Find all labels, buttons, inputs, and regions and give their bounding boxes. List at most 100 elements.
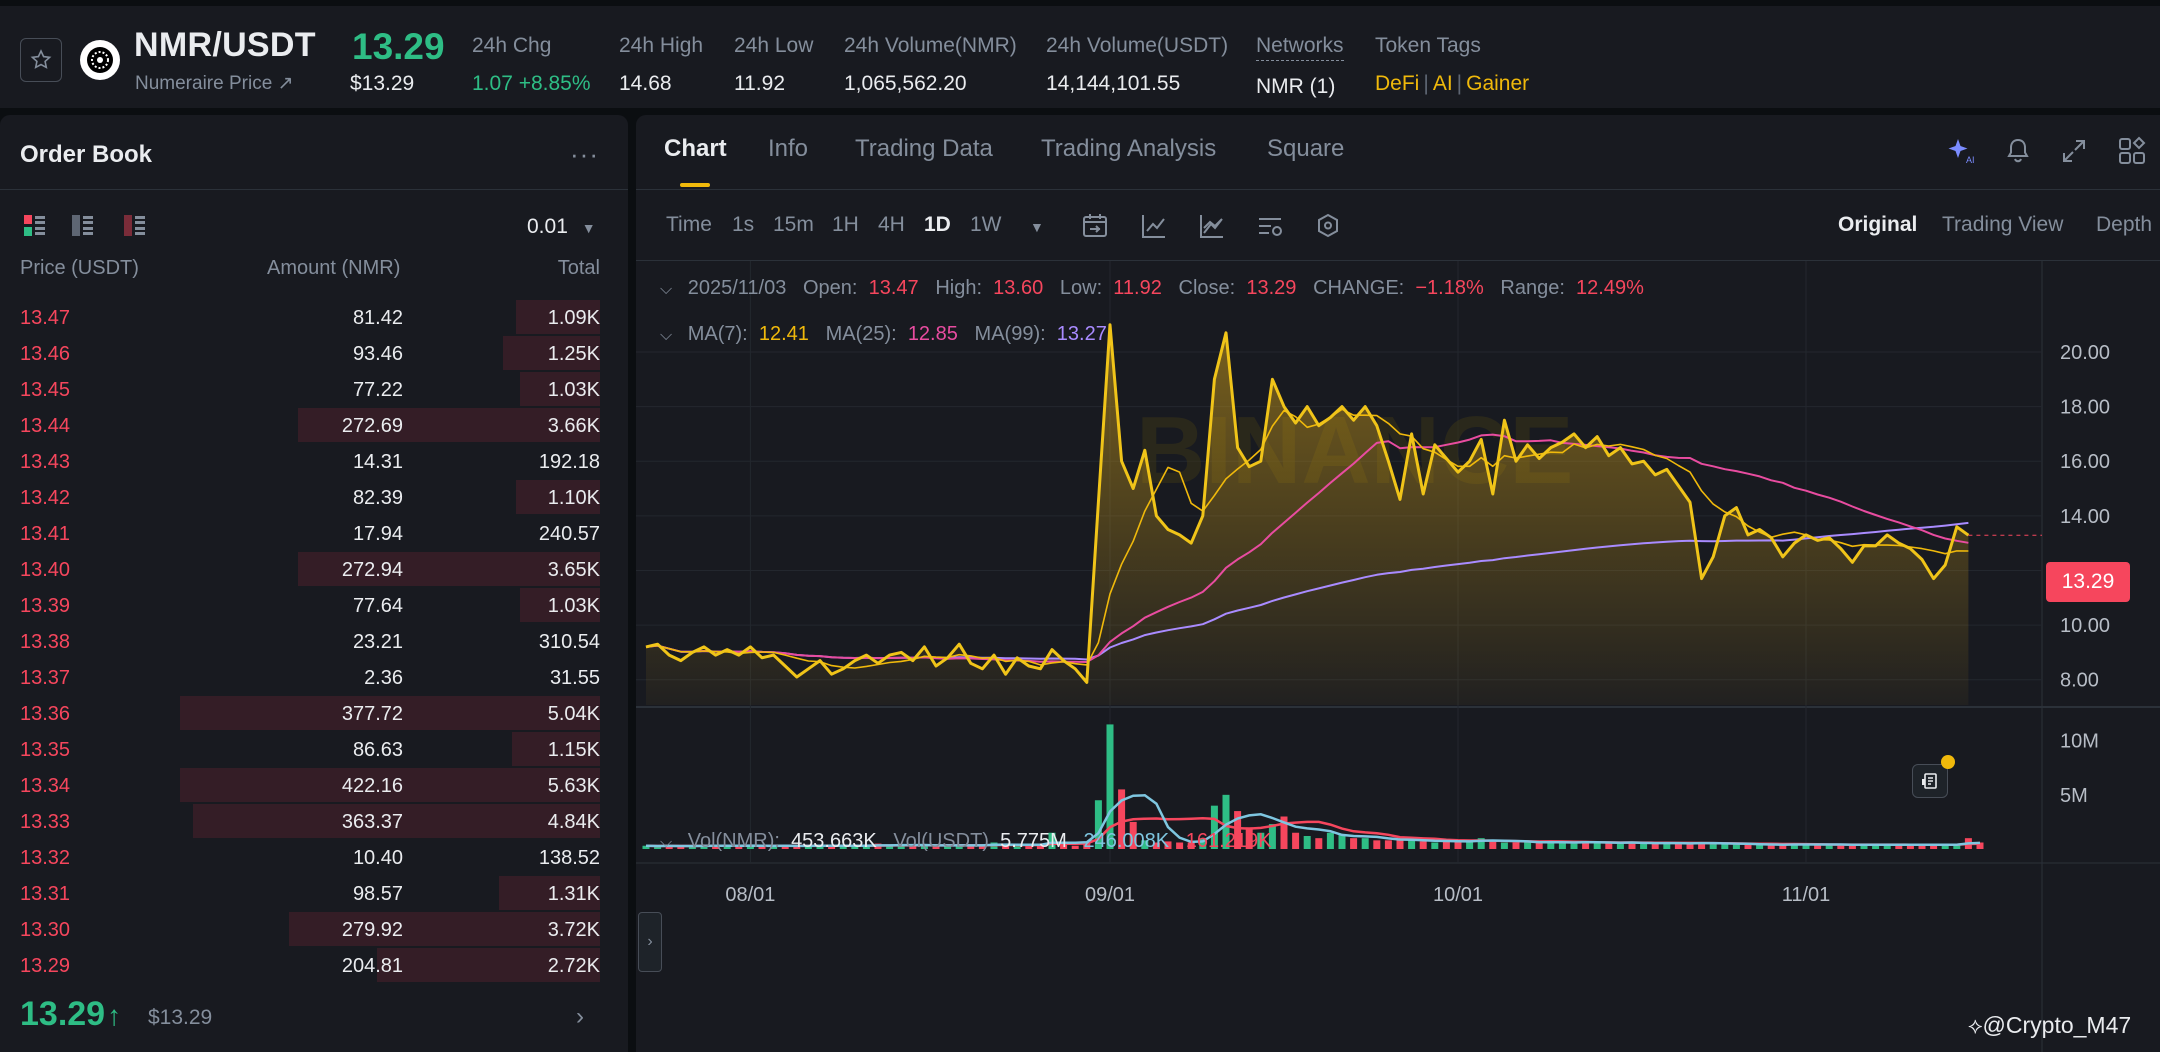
volume-bar (665, 845, 673, 849)
price-line (645, 323, 1970, 684)
change-label: CHANGE: (1313, 277, 1405, 299)
view-trading-view[interactable]: Trading View (1942, 213, 2064, 236)
indicator-line-icon[interactable] (1139, 211, 1169, 241)
active-tab-indicator (680, 183, 710, 187)
stat-value: 1.07 +8.85% (472, 72, 591, 95)
hexagon-settings-icon[interactable] (1313, 211, 1343, 241)
date-range-icon[interactable] (1080, 211, 1110, 241)
y-tick-label: 10.00 (2060, 615, 2110, 637)
volume-bar (1767, 844, 1775, 849)
layout-grid-icon[interactable] (2114, 133, 2150, 169)
ask-price: 13.34 (20, 775, 71, 797)
chart-settings-icon[interactable] (1255, 211, 1285, 241)
book-mode-asks-icon[interactable] (124, 215, 146, 237)
timeframe-more-caret-icon[interactable]: ▼ (1030, 219, 1044, 235)
ask-price: 13.45 (20, 379, 71, 401)
volume-bar (1083, 842, 1091, 849)
timeframe-15m[interactable]: 15m (773, 213, 814, 236)
ai-sparkle-icon[interactable]: AI (1944, 133, 1980, 169)
more-options-button[interactable]: ··· (570, 139, 599, 169)
ask-row[interactable]: 13.47 81.42 1.09K (0, 299, 628, 335)
view-depth[interactable]: Depth (2096, 213, 2153, 236)
volume-bar (1361, 838, 1369, 849)
timeframe-time[interactable]: Time (666, 213, 712, 236)
coin-price-link[interactable]: Numeraire Price ↗ (135, 73, 294, 94)
ask-row[interactable]: 13.41 17.94 240.57 (0, 515, 628, 551)
volume-bar (735, 845, 743, 849)
timeframe-4h[interactable]: 4H (878, 213, 905, 236)
chevron-down-icon[interactable]: ⌵ (660, 834, 673, 851)
volume-bar (1663, 842, 1671, 849)
tab-square[interactable]: Square (1267, 135, 1345, 162)
ask-row[interactable]: 13.36 377.72 5.04K (0, 695, 628, 731)
timeframe-1h[interactable]: 1H (832, 213, 859, 236)
volume-bar (770, 846, 778, 849)
ask-row[interactable]: 13.39 77.64 1.03K (0, 587, 628, 623)
ask-row[interactable]: 13.45 77.22 1.03K (0, 371, 628, 407)
chevron-down-icon[interactable]: ⌵ (660, 327, 673, 344)
ask-price: 13.38 (20, 631, 71, 653)
chevron-down-icon[interactable]: ⌵ (660, 281, 673, 298)
ask-row[interactable]: 13.34 422.16 5.63K (0, 767, 628, 803)
ask-row[interactable]: 13.37 2.36 31.55 (0, 659, 628, 695)
ask-row[interactable]: 13.33 363.37 4.84K (0, 803, 628, 839)
ask-row[interactable]: 13.44 272.69 3.66K (0, 407, 628, 443)
tag-gainer[interactable]: Gainer (1466, 72, 1530, 95)
book-mode-bids-icon[interactable] (72, 215, 94, 237)
stat-value: 1,065,562.20 (844, 72, 967, 95)
tab-trading-data[interactable]: Trading Data (855, 135, 993, 162)
volume-bar (1953, 844, 1961, 849)
ask-row[interactable]: 13.30 279.92 3.72K (0, 911, 628, 947)
fullscreen-icon[interactable] (2056, 133, 2092, 169)
ask-total: 5.04K (547, 703, 600, 725)
price-chart[interactable]: BINANCE 8.0010.0012.0014.0016.0018.0020.… (636, 261, 2160, 1052)
volume-bar (1419, 841, 1427, 849)
tag-ai[interactable]: AI (1432, 72, 1453, 95)
tag-defi[interactable]: DeFi (1375, 72, 1420, 95)
volume-bar (1326, 832, 1334, 849)
volume-bar (1825, 844, 1833, 849)
star-icon[interactable] (29, 48, 53, 72)
volume-bar (1129, 821, 1137, 849)
book-mode-both-icon[interactable] (24, 215, 46, 237)
depth-bar (516, 300, 600, 334)
tab-chart[interactable]: Chart (664, 135, 727, 162)
ask-row[interactable]: 13.43 14.31 192.18 (0, 443, 628, 479)
bell-icon[interactable] (2000, 133, 2036, 169)
ask-price: 13.30 (20, 919, 71, 941)
favorite-button[interactable] (20, 38, 62, 82)
y-tick-label: 8.00 (2060, 670, 2099, 692)
orderbook-last-price: 13.29↑ (20, 995, 121, 1034)
ask-amount: 98.57 (352, 883, 403, 905)
volume-bar (1199, 838, 1207, 849)
tab-trading-analysis[interactable]: Trading Analysis (1041, 135, 1217, 162)
notes-icon (1922, 773, 1937, 789)
timeframe-1d[interactable]: 1D (924, 213, 951, 236)
ask-amount: 272.69 (341, 415, 403, 437)
ask-row[interactable]: 13.29 204.81 2.72K (0, 947, 628, 983)
tab-info[interactable]: Info (768, 135, 809, 162)
stat-networks[interactable]: Networks NMR (1) (1256, 34, 1344, 99)
indicator-multi-line-icon[interactable] (1197, 211, 1227, 241)
ask-row[interactable]: 13.35 86.63 1.15K (0, 731, 628, 767)
ask-amount: 14.31 (352, 451, 403, 473)
volume-bar (1837, 844, 1845, 849)
ask-row[interactable]: 13.38 23.21 310.54 (0, 623, 628, 659)
stat-label[interactable]: Networks (1256, 34, 1344, 61)
ask-row[interactable]: 13.46 93.46 1.25K (0, 335, 628, 371)
ask-row[interactable]: 13.32 10.40 138.52 (0, 839, 628, 875)
order-notes-button[interactable] (1912, 755, 1955, 798)
timeframe-1s[interactable]: 1s (732, 213, 755, 236)
view-original[interactable]: Original (1838, 213, 1918, 236)
ask-amount: 77.64 (352, 595, 403, 617)
chevron-right-icon[interactable]: › (576, 1003, 584, 1030)
ask-row[interactable]: 13.31 98.57 1.31K (0, 875, 628, 911)
stat-label: 24h Volume(NMR) (844, 34, 1017, 57)
volume-bar (1106, 724, 1114, 849)
stat-value: 14.68 (619, 72, 672, 95)
ask-row[interactable]: 13.42 82.39 1.10K (0, 479, 628, 515)
ask-row[interactable]: 13.40 272.94 3.65K (0, 551, 628, 587)
timeframe-1w[interactable]: 1W (970, 213, 1002, 236)
precision-select[interactable]: 0.01 ▼ (527, 215, 596, 239)
expand-sidebar-button[interactable]: › (638, 912, 662, 972)
